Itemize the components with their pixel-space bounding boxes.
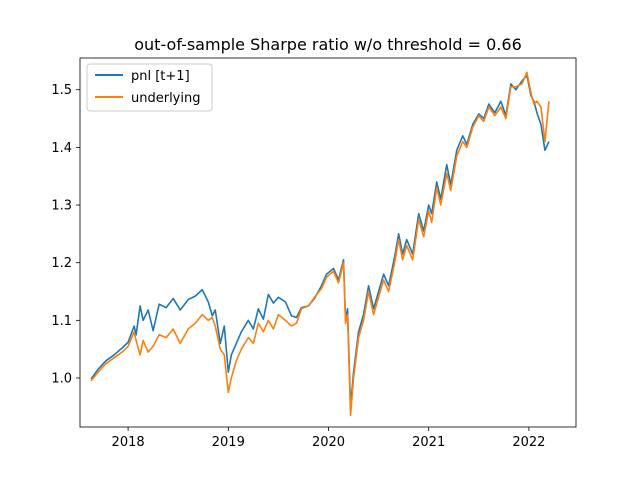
chart-title: out-of-sample Sharpe ratio w/o threshold… (134, 35, 522, 54)
x-tick-label: 2018 (112, 435, 145, 450)
y-tick-label: 1.5 (51, 83, 72, 98)
x-tick-label: 2019 (212, 435, 245, 450)
legend-label-pnl: pnl [t+1] (131, 69, 190, 84)
y-tick-label: 1.4 (51, 141, 72, 156)
y-axis: 1.0 1.1 1.2 1.3 1.4 1.5 (51, 83, 80, 386)
x-axis: 2018 2019 2020 2021 2022 (112, 427, 545, 450)
x-tick-label: 2021 (412, 435, 445, 450)
series-lines (90, 71, 550, 417)
plot-area (80, 58, 576, 427)
series-line-underlying (90, 71, 550, 417)
y-tick-label: 1.3 (51, 199, 72, 214)
y-tick-label: 1.0 (51, 371, 72, 386)
y-tick-label: 1.2 (51, 256, 72, 271)
legend: pnl [t+1] underlying (86, 63, 213, 112)
x-tick-label: 2022 (512, 435, 545, 450)
axes-frame (79, 57, 577, 428)
x-tick-label: 2020 (312, 435, 345, 450)
y-tick-label: 1.1 (51, 314, 72, 329)
legend-label-underlying: underlying (131, 91, 200, 106)
